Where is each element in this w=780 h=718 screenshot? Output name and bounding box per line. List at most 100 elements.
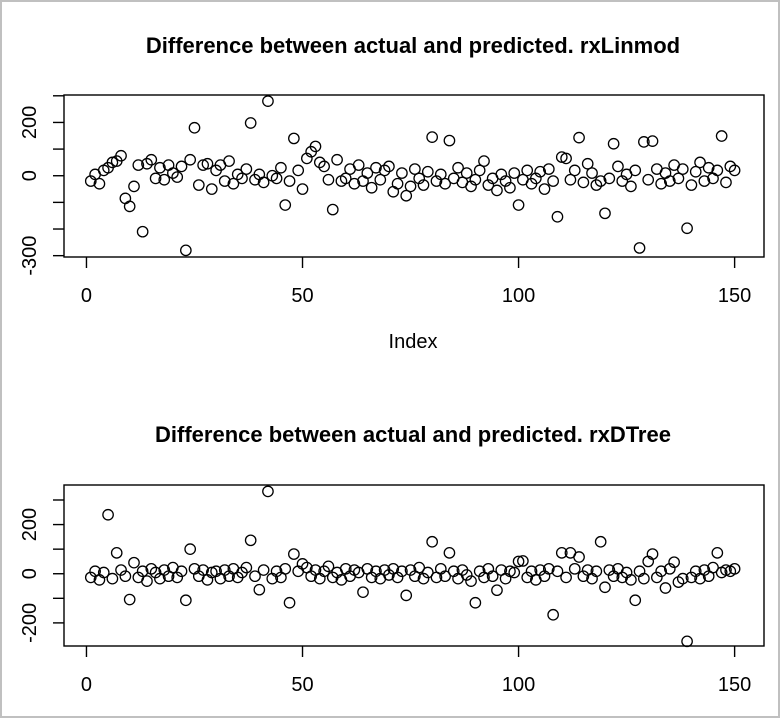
y-tick-label: -300 (19, 236, 41, 276)
data-point (141, 157, 153, 170)
data-point (560, 571, 572, 584)
data-point (426, 535, 438, 548)
data-point (469, 596, 482, 609)
data-point (119, 192, 132, 205)
data-point (184, 153, 197, 166)
data-point (270, 565, 283, 578)
data-point (694, 156, 706, 169)
data-point (387, 185, 400, 198)
data-point (512, 555, 525, 568)
data-point (404, 564, 417, 576)
data-point (300, 152, 313, 165)
data-point (720, 176, 732, 189)
data-point (659, 167, 672, 179)
data-point (629, 164, 642, 177)
y-tick-label: -200 (19, 603, 41, 643)
data-point (707, 561, 719, 574)
data-point (158, 173, 171, 186)
data-point (201, 157, 214, 170)
data-point (590, 565, 603, 578)
data-point (465, 180, 477, 193)
data-point (257, 176, 270, 189)
data-point (180, 594, 192, 607)
data-point (123, 200, 136, 213)
x-tick-label: 0 (81, 674, 92, 696)
data-point (551, 210, 564, 223)
data-point (326, 203, 339, 216)
data-point (547, 175, 559, 187)
data-point (171, 171, 184, 183)
data-point (629, 594, 642, 607)
data-point (607, 137, 620, 150)
data-point (590, 179, 603, 191)
data-point (396, 167, 408, 179)
data-point (443, 546, 456, 559)
data-point (469, 173, 482, 186)
x-tick-label: 50 (291, 674, 313, 696)
data-point (171, 571, 184, 584)
data-point (681, 635, 693, 648)
data-point (508, 566, 521, 579)
data-point (460, 569, 473, 581)
plot-rxdtree: 0 50 100 150 200 0 -200 (19, 484, 765, 696)
data-point (421, 566, 434, 579)
data-point (460, 167, 473, 179)
data-point (370, 161, 382, 174)
data-point (663, 562, 676, 575)
data-point (396, 565, 408, 578)
data-point (409, 163, 421, 175)
data-point (650, 571, 663, 584)
data-point (508, 167, 521, 179)
data-point (218, 175, 231, 187)
data-point (568, 164, 581, 177)
data-point (175, 565, 188, 578)
x-tick-label: 100 (502, 285, 535, 307)
data-point (292, 164, 305, 177)
x-tick-label: 150 (718, 285, 751, 307)
data-point (473, 565, 486, 578)
data-point (534, 165, 547, 178)
data-point (426, 131, 438, 143)
data-point (573, 131, 585, 144)
data-point (283, 596, 296, 609)
data-point (149, 566, 162, 579)
data-point (439, 177, 451, 190)
data-point (417, 572, 430, 585)
data-point (270, 172, 283, 185)
data-point (115, 564, 127, 576)
data-point (581, 157, 594, 170)
data-point (383, 569, 395, 581)
data-point (728, 164, 741, 177)
data-point (668, 556, 680, 569)
data-point (638, 136, 650, 148)
x-tick-label: 50 (291, 285, 313, 307)
data-point (223, 155, 235, 167)
data-point (110, 546, 123, 559)
data-point (279, 562, 292, 575)
data-point (400, 189, 413, 202)
data-point (275, 161, 287, 174)
data-point (702, 161, 715, 174)
data-point (625, 180, 637, 193)
data-point (711, 164, 724, 177)
data-point (478, 155, 490, 167)
data-point (383, 160, 395, 173)
data-point (521, 164, 534, 177)
data-point (465, 575, 477, 587)
data-point (253, 583, 266, 596)
data-point (357, 586, 369, 599)
data-point (102, 508, 114, 521)
data-point (365, 571, 378, 584)
x-tick-label: 0 (81, 285, 92, 307)
data-point (279, 199, 292, 211)
data-point (603, 172, 616, 185)
plot-rxlinmod: 0 50 100 150 200 0 -300 (19, 94, 765, 307)
data-point (296, 183, 309, 195)
data-point (504, 181, 516, 194)
data-point (486, 570, 499, 583)
data-point (564, 173, 577, 186)
data-point (188, 121, 201, 134)
data-point (452, 161, 464, 174)
chart-title-rxlinmod: Difference between actual and predicted.… (145, 33, 681, 58)
